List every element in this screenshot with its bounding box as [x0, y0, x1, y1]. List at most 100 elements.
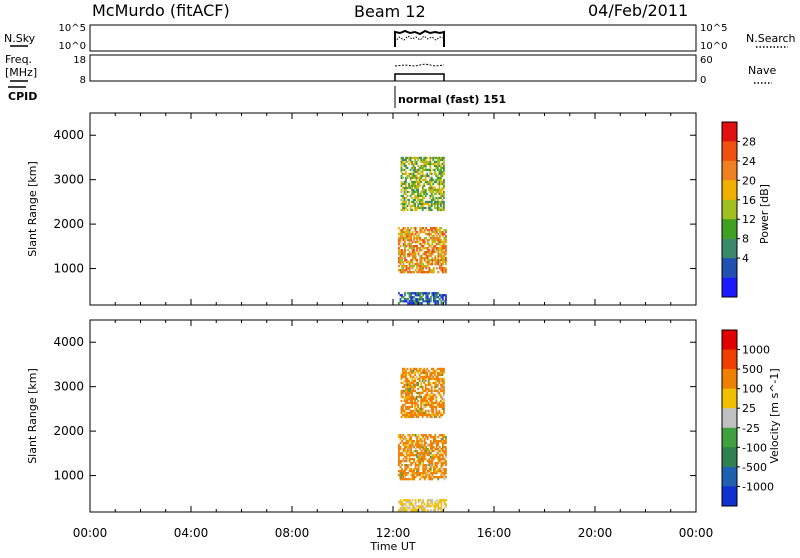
power-echo-cell: [423, 174, 426, 178]
power-echo-cell: [416, 259, 418, 262]
power-echo-cell: [417, 158, 419, 162]
velocity-echo-cell: [428, 458, 431, 461]
power-echo-cell: [424, 164, 427, 168]
velocity-echo-cell: [420, 442, 423, 445]
power-echo-cell: [421, 204, 424, 208]
velocity-echo-cell: [401, 501, 403, 504]
velocity-echo-cell: [399, 436, 402, 439]
power-echo-cell: [411, 192, 413, 196]
power-echo-cell: [400, 202, 403, 206]
velocity-echo-cell: [427, 393, 430, 397]
velocity-echo-cell: [419, 474, 422, 477]
velocity-echo-cell: [410, 501, 412, 504]
power-echo-cell: [431, 292, 434, 295]
velocity-echo-cell: [430, 391, 433, 395]
power-echo-cell: [434, 229, 437, 232]
velocity-echo-cell: [411, 377, 413, 381]
velocity-echo-cell: [407, 446, 409, 449]
velocity-echo-cell: [440, 403, 442, 407]
power-echo-cell: [406, 204, 409, 208]
velocity-echo-cell: [424, 409, 427, 413]
velocity-echo-cell: [417, 387, 419, 391]
velocity-echo-cell: [420, 509, 423, 512]
velocity-echo-cell: [435, 503, 438, 506]
power-echo-cell: [443, 204, 445, 208]
power-echo-cell: [441, 202, 444, 206]
velocity-echo-cell: [422, 466, 425, 469]
power-echo-cell: [435, 178, 438, 182]
velocity-echo-cell: [429, 436, 432, 439]
velocity-echo-cell: [445, 472, 447, 475]
power-echo-cell: [408, 172, 410, 176]
power-echo-cell: [443, 206, 445, 210]
velocity-echo-cell: [429, 413, 432, 417]
power-echo-cell: [436, 202, 439, 206]
colorbar-segment: [722, 122, 737, 142]
power-echo-cell: [440, 164, 442, 168]
power-echo-cell: [436, 168, 439, 172]
power-echo-cell: [399, 259, 402, 262]
power-echo-cell: [426, 300, 429, 303]
time-axis-title: Time UT: [369, 540, 415, 553]
power-echo-cell: [435, 200, 438, 204]
velocity-echo-cell: [424, 377, 427, 381]
power-echo-cell: [422, 245, 425, 248]
power-echo-cell: [436, 188, 439, 192]
velocity-echo-cell: [414, 436, 417, 439]
power-echo-cell: [411, 253, 414, 256]
velocity-echo-cell: [405, 383, 407, 387]
power-echo-cell: [398, 302, 400, 305]
power-echo-cell: [399, 249, 402, 252]
velocity-echo-cell: [418, 375, 421, 379]
velocity-echo-cell: [435, 411, 438, 415]
power-echo-cell: [398, 233, 400, 236]
velocity-echo-cell: [412, 385, 415, 389]
power-echo-cell: [415, 176, 418, 180]
velocity-echo-cell: [423, 399, 426, 403]
power-echo-cell: [407, 261, 409, 264]
velocity-echo-cell: [411, 472, 414, 475]
power-echo-cell: [427, 200, 430, 204]
power-echo-cell: [417, 186, 419, 190]
velocity-echo-cell: [402, 499, 405, 502]
velocity-echo-cell: [408, 405, 410, 409]
power-echo-cell: [445, 251, 447, 254]
power-echo-cell: [418, 182, 421, 186]
velocity-echo-cell: [441, 369, 444, 373]
velocity-echo-cell: [442, 462, 444, 465]
power-echo-cell: [420, 192, 423, 196]
velocity-echo-cell: [411, 446, 414, 449]
velocity-echo-cell: [403, 379, 406, 383]
velocity-echo-cell: [422, 452, 425, 455]
power-echo-cell: [414, 298, 417, 301]
colorbar-tick-label: 16: [742, 194, 756, 207]
power-echo-cell: [430, 200, 433, 204]
velocity-echo-cell: [445, 438, 447, 441]
power-echo-cell: [440, 200, 442, 204]
velocity-echo-cell: [432, 397, 435, 401]
velocity-echo-cell: [413, 446, 415, 449]
power-echo-cell: [416, 265, 418, 268]
power-echo-cell: [416, 249, 418, 252]
velocity-echo-cell: [408, 468, 411, 471]
velocity-echo-cell: [420, 409, 423, 413]
velocity-echo-cell: [439, 468, 441, 471]
power-echo-cell: [437, 292, 440, 295]
power-echo-cell: [404, 265, 406, 268]
power-echo-cell: [421, 198, 424, 202]
velocity-echo-cell: [419, 460, 422, 463]
velocity-echo-cell: [411, 369, 413, 373]
velocity-echo-cell: [422, 509, 425, 512]
velocity-echo-cell: [409, 375, 412, 379]
power-echo-cell: [423, 184, 426, 188]
velocity-echo-cell: [424, 397, 427, 401]
velocity-echo-cell: [421, 407, 424, 411]
power-echo-cell: [435, 202, 438, 206]
velocity-echo-cell: [440, 499, 443, 502]
power-echo-cell: [430, 204, 433, 208]
power-echo-cell: [423, 241, 426, 244]
velocity-echo-cell: [445, 448, 447, 451]
power-echo-cell: [439, 298, 441, 301]
velocity-echo-cell: [411, 379, 413, 383]
power-echo-cell: [405, 245, 408, 248]
